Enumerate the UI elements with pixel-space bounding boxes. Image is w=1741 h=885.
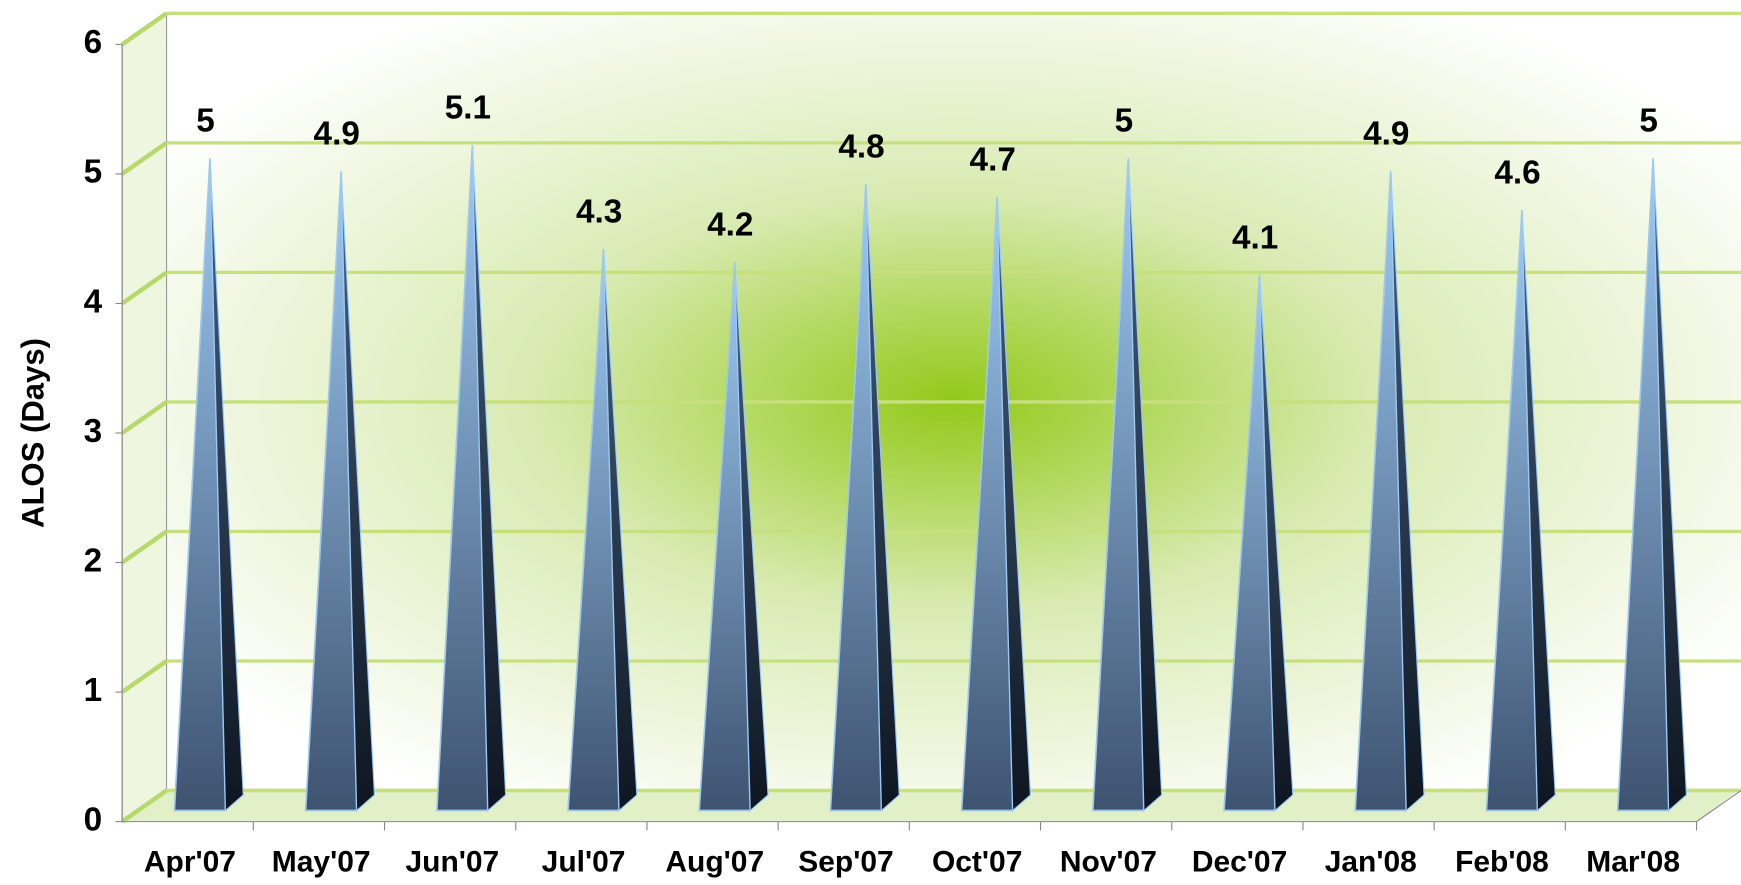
bar-side [1258,274,1294,812]
x-tick-label: Jan'08 [1325,846,1417,879]
data-label: 4.1 [1232,219,1278,256]
grid-line [120,529,168,565]
grid-line [120,400,168,435]
grid-line [120,788,168,824]
data-label: 5 [196,103,215,140]
x-tick-label: Jul'07 [542,846,626,879]
y-tick-label: 0 [84,801,103,838]
x-tick-label: Jun'07 [405,846,499,879]
grid-line [120,141,168,176]
x-axis-depth [1696,790,1741,823]
x-tick-label: Mar'08 [1586,846,1680,879]
data-label: 4.7 [970,142,1016,179]
bar-side [996,197,1032,812]
bar-side [1390,171,1425,812]
bar-side [1652,158,1688,812]
x-tick-label: Oct'07 [932,846,1022,879]
y-axis-label: ALOS (Days) [16,338,51,528]
data-label: 4.8 [838,129,884,166]
grid-line [120,11,168,47]
bar-side [602,249,638,812]
x-tick-label: Sep'07 [798,846,893,879]
y-tick-label: 2 [84,542,103,579]
y-tick-label: 1 [84,672,103,709]
data-label: 4.9 [314,116,360,153]
plot-area: ALOS (Days) 0 1 2 3 4 5 6 Apr'07 5 May'07 4.9 Jun'0… [16,11,1741,879]
data-label: 4.3 [576,193,622,230]
x-tick-label: Feb'08 [1455,846,1549,879]
x-tick-label: Apr'07 [144,846,236,879]
bar-side [340,171,376,812]
data-label: 4.9 [1363,116,1409,153]
bar-side [1521,210,1556,812]
x-tick-label: May'07 [272,846,371,879]
y-tick-label: 3 [84,413,103,450]
data-label: 4.2 [707,206,753,243]
data-label: 4.6 [1494,154,1540,191]
data-label: 5 [1639,103,1658,140]
floor [122,788,1741,822]
bar-side [209,158,244,812]
grid-line [120,270,168,306]
data-label: 5 [1115,103,1134,140]
bar-side [471,145,507,812]
y-tick-label: 6 [84,24,103,61]
x-tick-label: Dec'07 [1192,846,1287,879]
grid-line [120,659,168,694]
data-label: 5.1 [445,90,491,127]
bar-side [734,261,769,812]
x-tick-label: Aug'07 [665,846,764,879]
bar-side [1127,158,1163,812]
y-tick-label: 4 [84,283,103,320]
bar-side [865,184,900,812]
x-tick-label: Nov'07 [1060,846,1157,879]
y-tick-label: 5 [84,154,103,191]
